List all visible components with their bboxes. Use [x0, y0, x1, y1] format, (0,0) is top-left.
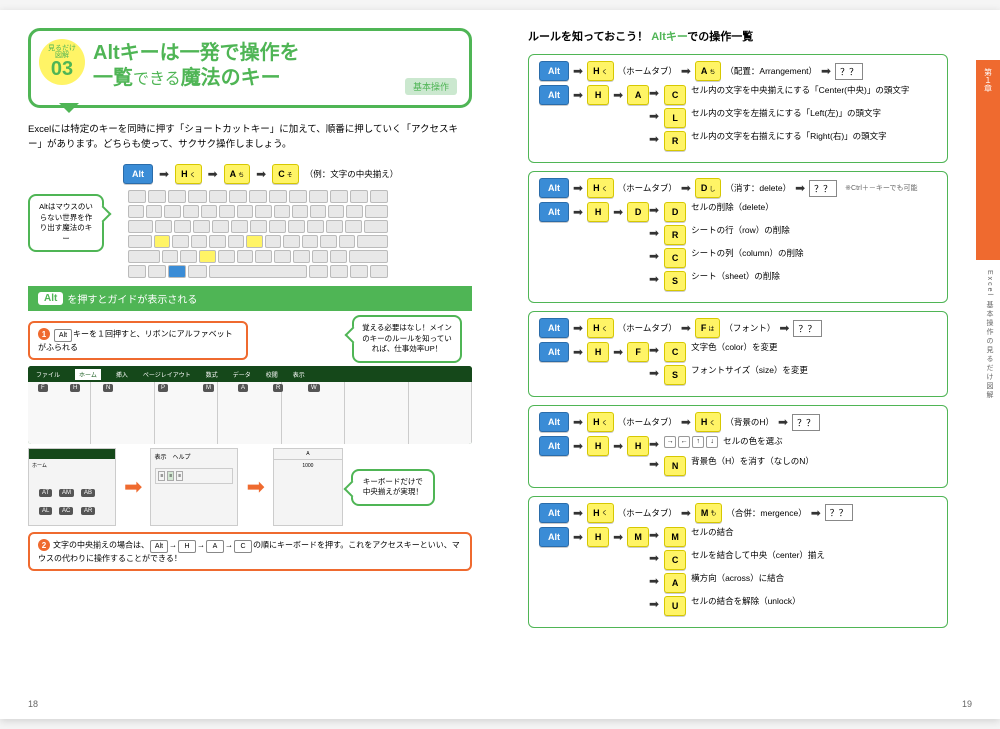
page-number: 18 [28, 699, 38, 709]
rule-desc: セルの結合 [691, 527, 937, 539]
rule-block-arrangement: Alt➡Hく （ホームタブ）➡ Aち（配置：Arrangement） ➡？？ A… [528, 54, 948, 163]
arrow-icon: ➡ [246, 474, 264, 500]
rule-item: ➡Lセル内の文字を左揃えにする「Left(左)」の頭文字 [649, 108, 937, 128]
rule-desc: セルを結合して中央（center）揃え [691, 550, 937, 562]
rule-item: ➡Uセルの結合を解除（unlock） [649, 596, 937, 616]
letter-key: C [664, 248, 686, 268]
speech-bubble-3: キーボードだけで中央揃えが実現！ [351, 469, 435, 506]
badge-number: 03 [51, 59, 73, 79]
rule-block-font: Alt➡Hく （ホームタブ）➡ Fは（フォント） ➡？？ Alt➡H➡F ➡C文… [528, 311, 948, 397]
section-alt-key: Alt [38, 292, 63, 305]
rule-desc: セル内の文字を右揃えにする「Right(右)」の頭文字 [691, 131, 937, 143]
side-label: Excel 基本操作の見るだけ図解 [984, 270, 994, 400]
letter-key: C [664, 342, 686, 362]
ribbon-panel-2: 表示 ヘルプ ≡≡≡ [150, 448, 238, 526]
chapter-tab: 第１章 [976, 60, 1000, 260]
triangle-pointer [59, 103, 79, 123]
rule-item: ➡N背景色（H）を消す（なしのN） [649, 456, 937, 476]
book-spread: 見るだけ 図解 03 Altキーは一発で操作を 一覧できる魔法のキー 基本操作 … [0, 10, 1000, 719]
ribbon-panel-1: ホーム ATAMAB ALACAR [28, 448, 116, 526]
excel-ribbon-mock-2: ホーム ATAMAB ALACAR ➡ 表示 ヘルプ ≡≡≡ ➡ A 1000 … [28, 448, 472, 526]
section-text: を押すとガイドが表示される [67, 291, 197, 306]
a-key: Aち [224, 164, 251, 184]
arrow-icon: ➡ [124, 474, 142, 500]
speech-bubble-2: 覚える必要はなし！メインのキーのルールを知っていれば、仕事効率UP！ [352, 315, 462, 363]
letter-key: R [664, 225, 686, 245]
rule-block-delete: Alt➡Hく （ホームタブ）➡ Dし（消す：delete） ➡？？ ※Ctrl＋… [528, 171, 948, 303]
rule-desc: 文字色（color）を変更 [691, 342, 937, 354]
badge-label-1: 見るだけ [48, 45, 76, 52]
page-left: 見るだけ 図解 03 Altキーは一発で操作を 一覧できる魔法のキー 基本操作 … [0, 10, 500, 719]
title-line2: 一覧できる魔法のキー [93, 66, 455, 91]
rule-item: ➡Cセル内の文字を中央揃えにする「Center(中央)」の頭文字 [649, 85, 937, 105]
rule-item: ➡C文字色（color）を変更 [649, 342, 937, 362]
rule-desc: セル内の文字を中央揃えにする「Center(中央)」の頭文字 [691, 85, 937, 97]
callout-1: 1Altキーを１回押すと、リボンにアルファベットがふられる [28, 321, 248, 360]
alt-key: Alt [123, 164, 153, 184]
title-block: 見るだけ 図解 03 Altキーは一発で操作を 一覧できる魔法のキー 基本操作 [28, 28, 472, 108]
rule-block-background: Alt➡Hく （ホームタブ）➡ Hく（背景のH） ➡？？ Alt➡H➡H ➡→←… [528, 405, 948, 488]
rule-item: ➡Cセルを結合して中央（center）揃え [649, 550, 937, 570]
step-1-icon: 1 [38, 328, 50, 340]
letter-key: M [664, 527, 686, 547]
rule-desc: セル内の文字を左揃えにする「Left(左)」の頭文字 [691, 108, 937, 120]
section-heading: Alt を押すとガイドが表示される [28, 286, 472, 311]
letter-key: C [664, 550, 686, 570]
c-key: Cそ [272, 164, 299, 184]
keyboard-illustration [128, 190, 388, 278]
letter-key: D [664, 202, 686, 222]
category-tag: 基本操作 [405, 78, 457, 95]
key-sequence-example: Alt➡ Hく➡ Aち➡ Cそ （例：文字の中央揃え） [123, 164, 472, 184]
callout-2: 2文字の中央揃えの場合は、Alt→H→A→Cの順にキーボードを押す。これをアクセ… [28, 532, 472, 571]
rule-desc: シートの列（column）の削除 [691, 248, 937, 260]
rule-block-merge: Alt➡Hく （ホームタブ）➡ Mも（合併：mergence） ➡？？ Alt➡… [528, 496, 948, 628]
rule-desc: 横方向（across）に結合 [691, 573, 937, 585]
letter-key: N [664, 456, 686, 476]
rule-item: ➡Sフォントサイズ（size）を変更 [649, 365, 937, 385]
rule-desc: 背景色（H）を消す（なしのN） [691, 456, 937, 468]
letter-key: R [664, 131, 686, 151]
page-number: 19 [962, 699, 972, 709]
section-badge: 見るだけ 図解 03 [39, 39, 85, 85]
intro-text: Excelには特定のキーを同時に押す「ショートカットキー」に加えて、順番に押して… [28, 122, 472, 152]
rule-item: ➡Rセル内の文字を右揃えにする「Right(右)」の頭文字 [649, 131, 937, 151]
letter-key: L [664, 108, 686, 128]
letter-key: U [664, 596, 686, 616]
rule-item: ➡A横方向（across）に結合 [649, 573, 937, 593]
excel-ribbon-mock-1: ファイルホーム挿入ページレイアウト数式データ校閲表示 FHNPMARW [28, 366, 472, 444]
rule-item: ➡Dセルの削除（delete） [649, 202, 937, 222]
h-key: Hく [175, 164, 202, 184]
rule-desc: セルの結合を解除（unlock） [691, 596, 937, 608]
rule-desc: セルの削除（delete） [691, 202, 937, 214]
rule-desc: シートの行（row）の削除 [691, 225, 937, 237]
letter-key: S [664, 365, 686, 385]
rule-item: ➡Rシートの行（row）の削除 [649, 225, 937, 245]
letter-key: A [664, 573, 686, 593]
rules-heading: ルールを知っておこう！ Altキーでの操作一覧 [528, 28, 948, 44]
rule-desc: シート（sheet）の削除 [691, 271, 937, 283]
step-2-icon: 2 [38, 539, 50, 551]
title-line1: Altキーは一発で操作を [93, 41, 455, 66]
cell-panel: A 1000 [273, 448, 343, 526]
example-note: （例：文字の中央揃え） [305, 168, 399, 180]
speech-bubble-1: Altはマウスのいらない世界を作り出す魔法のキー [28, 194, 104, 252]
keyboard-example-area: Alt➡ Hく➡ Aち➡ Cそ （例：文字の中央揃え） Altはマウスのいらない… [28, 164, 472, 274]
rule-item: ➡Mセルの結合 [649, 527, 937, 547]
rule-item: ➡Cシートの列（column）の削除 [649, 248, 937, 268]
page-right: ルールを知っておこう！ Altキーでの操作一覧 Alt➡Hく （ホームタブ）➡ … [500, 10, 1000, 719]
letter-key: C [664, 85, 686, 105]
rule-desc: フォントサイズ（size）を変更 [691, 365, 937, 377]
rule-item: ➡Sシート（sheet）の削除 [649, 271, 937, 291]
letter-key: S [664, 271, 686, 291]
